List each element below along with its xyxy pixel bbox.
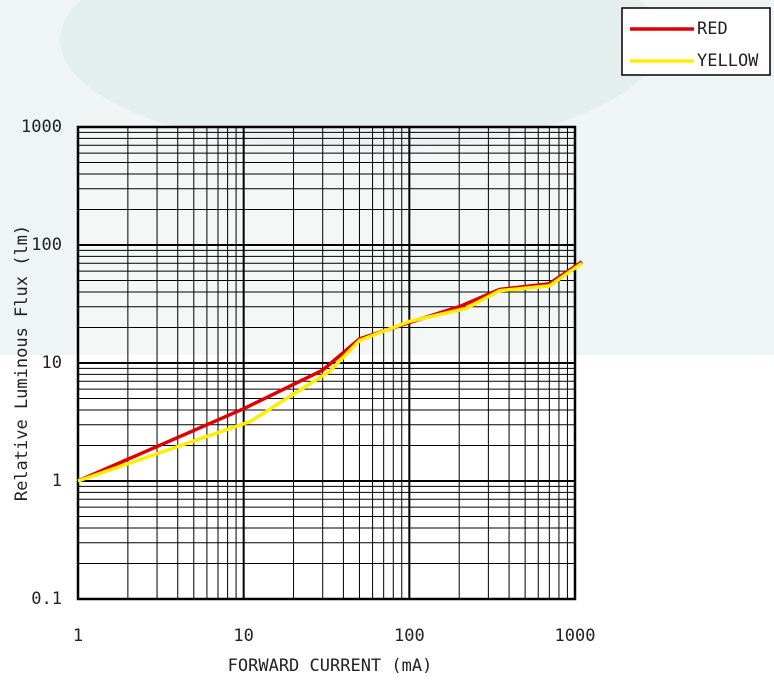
y-tick-label: 0.1 [31, 589, 62, 609]
legend [621, 7, 771, 76]
x-tick-label: 1000 [555, 626, 596, 646]
y-tick-label: 10 [42, 353, 62, 373]
plot-border [76, 125, 577, 601]
legend-label: RED [697, 19, 728, 39]
background-photo-shape [60, 0, 660, 150]
series-line [77, 261, 583, 483]
x-tick-label: 100 [394, 626, 425, 646]
x-tick-label: 10 [233, 626, 253, 646]
x-axis-label: FORWARD CURRENT (mA) [228, 656, 433, 676]
legend-label: YELLOW [697, 51, 759, 71]
y-tick-label: 100 [31, 235, 62, 255]
y-axis-label: Relative Luminous Flux (lm) [12, 225, 32, 501]
x-tick-label: 1 [73, 626, 83, 646]
y-tick-label: 1000 [21, 117, 62, 137]
y-tick-label: 1 [52, 471, 62, 491]
